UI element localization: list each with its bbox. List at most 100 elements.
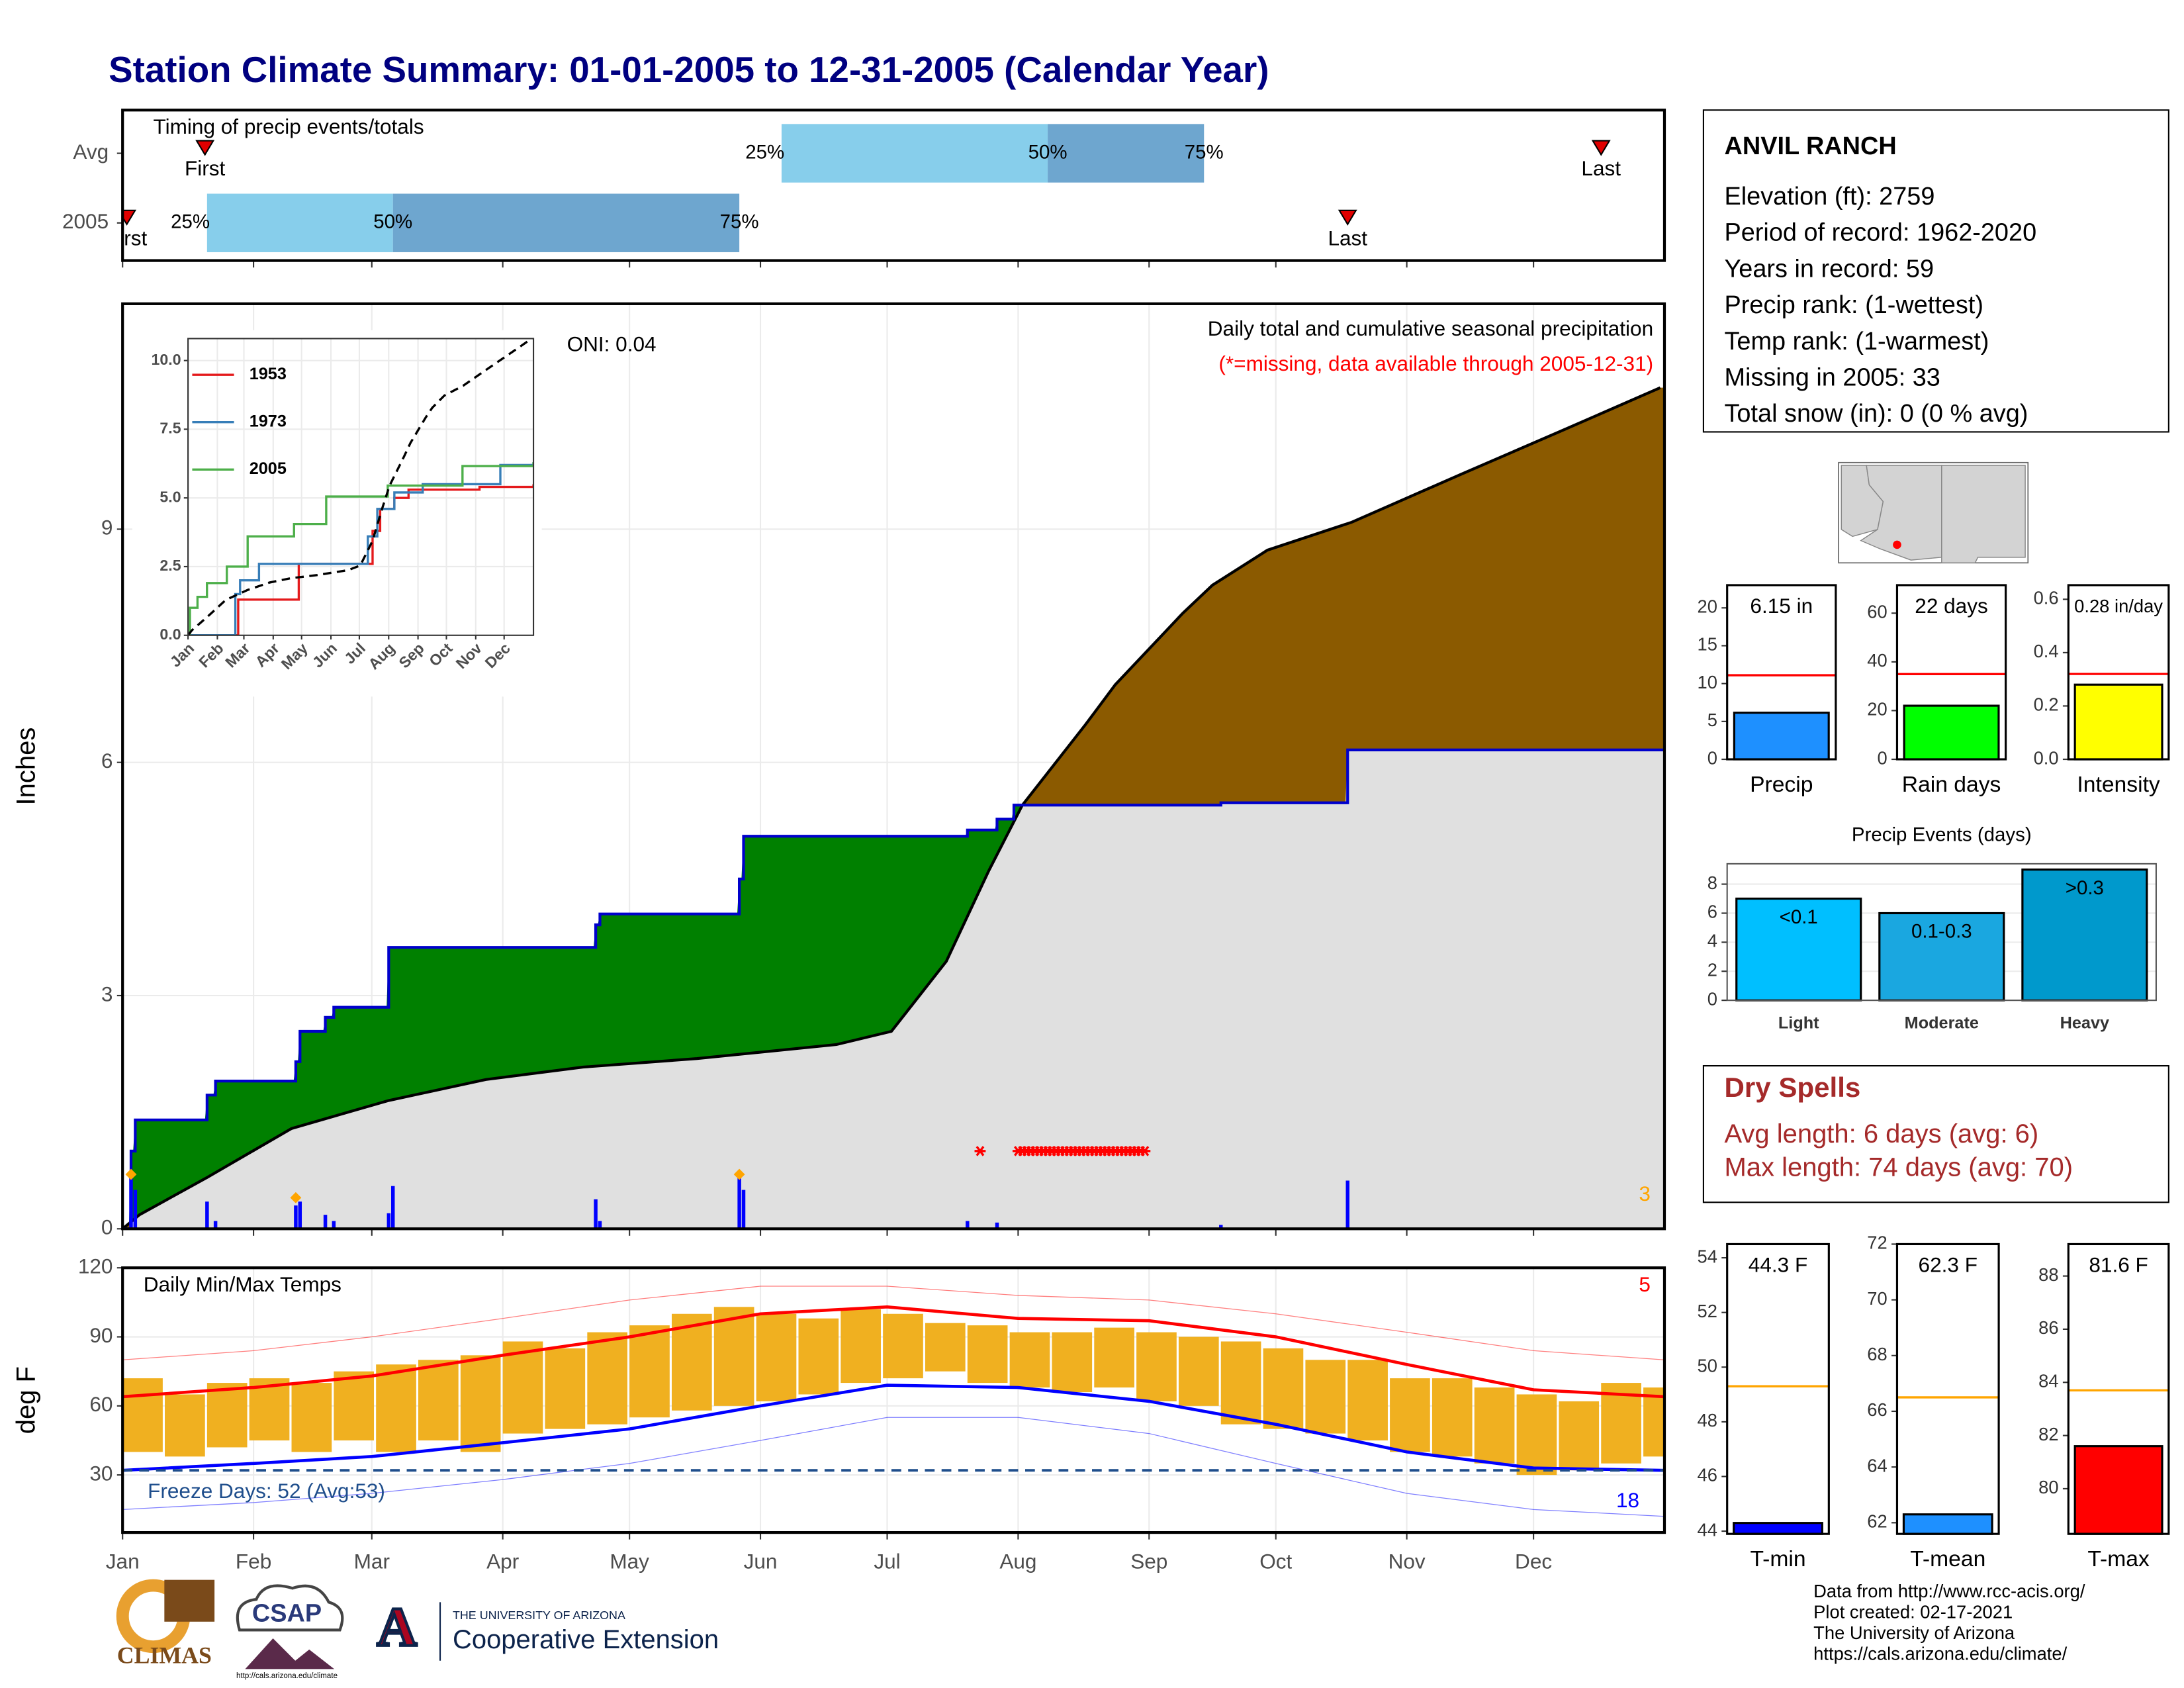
plot-frame	[2067, 1243, 2170, 1535]
station-lines: Elevation (ft): 2759 Period of record: 19…	[1724, 183, 2036, 428]
bar	[1735, 897, 1862, 1002]
value-label: 22 days	[1915, 594, 1988, 618]
category-label: T-max	[2087, 1547, 2150, 1571]
y-tick-label: 88	[2038, 1264, 2058, 1285]
temp-range-bar	[1390, 1378, 1430, 1452]
plot-background	[1727, 1244, 1829, 1534]
y-tick-label: 5.0	[159, 488, 181, 505]
y-tick-label: 82	[2038, 1424, 2058, 1444]
record-min-line	[122, 1417, 1664, 1517]
x-tick-label: Dec	[1515, 1550, 1552, 1573]
daily-bar	[598, 1221, 602, 1229]
category-label: T-mean	[1910, 1547, 1985, 1571]
station-box	[1702, 109, 2169, 433]
temp-range-bar	[460, 1355, 501, 1452]
temp-range-bar	[1178, 1336, 1219, 1406]
plot-frame	[1726, 1243, 1830, 1535]
y-tick-label: 80	[2038, 1477, 2058, 1497]
legend-label: 1953	[250, 365, 287, 383]
daily-bar	[332, 1221, 336, 1229]
footer-line: https://cals.arizona.edu/climate/	[1813, 1644, 2067, 1664]
y-tick-label: 120	[78, 1254, 113, 1278]
ua-name: THE UNIVERSITY OF ARIZONA	[453, 1609, 625, 1622]
y-tick-label: 60	[89, 1392, 113, 1416]
temp-range-bar	[334, 1371, 375, 1441]
fills	[122, 386, 1664, 1229]
panel-title: Daily total and cumulative seasonal prec…	[1208, 316, 1653, 340]
temp-range-bar	[165, 1394, 205, 1457]
y-tick-label: 7.5	[159, 420, 181, 437]
y-tick-label: 66	[1867, 1399, 1887, 1420]
station-name: ANVIL RANCH	[1724, 132, 1896, 160]
quartile-band	[781, 124, 1048, 183]
y-tick-label: 0	[1878, 747, 1888, 768]
daily-bar	[294, 1205, 298, 1229]
cumulative-line	[122, 748, 1664, 1229]
temp-range-bar	[1220, 1341, 1261, 1425]
missing-marker	[974, 1146, 986, 1156]
temp-range-bar	[1516, 1394, 1557, 1476]
category-label: Precip	[1750, 773, 1813, 797]
panel-title: Timing of precip events/totals	[154, 115, 424, 138]
y-tick-label: 8	[1707, 872, 1717, 893]
temp-range-bar	[967, 1325, 1008, 1383]
legend-label: 1973	[250, 412, 287, 430]
y-tick-label: 6	[1707, 902, 1717, 922]
ua-logo-mark: A	[377, 1597, 417, 1658]
dry-spells-title: Dry Spells	[1724, 1072, 1860, 1103]
temp-range-bar	[1559, 1401, 1600, 1471]
temp-range-bar	[671, 1313, 712, 1411]
range-label: 0.1-0.3	[1911, 921, 1972, 943]
x-tick-label: Apr	[486, 1550, 519, 1573]
daily-bar	[966, 1221, 970, 1229]
csap-cloud	[236, 1584, 344, 1632]
y-tick-label: 0	[1707, 988, 1717, 1009]
temp-range-bar	[1263, 1348, 1304, 1429]
quartile-label: 75%	[1185, 141, 1224, 163]
map-region	[1941, 465, 2026, 564]
highlight-marker	[733, 1168, 745, 1180]
station-line: Elevation (ft): 2759	[1724, 183, 1934, 211]
row-label: 2005	[62, 209, 109, 233]
bar	[2073, 683, 2163, 761]
category-label: Heavy	[2060, 1014, 2109, 1033]
plot-frame	[1726, 584, 1837, 761]
event-marker	[1338, 209, 1357, 226]
quartile-band	[1048, 124, 1205, 183]
quartile-band	[392, 193, 740, 252]
daily-bar	[995, 1222, 999, 1229]
station-dot	[1893, 540, 1901, 549]
category-label: Intensity	[2077, 773, 2160, 797]
station-line: Total snow (in): 0 (0 % avg)	[1724, 400, 2028, 428]
category-label: Light	[1778, 1014, 1819, 1033]
temp-range-bar	[841, 1309, 881, 1383]
y-tick-label: 4	[1707, 931, 1717, 951]
temp-range-bar	[1094, 1327, 1134, 1388]
y-tick-label: 0	[1707, 747, 1717, 768]
temp-range-bar	[925, 1323, 966, 1372]
temp-marks	[122, 1286, 1664, 1517]
y-tick-label: 40	[1867, 650, 1887, 671]
y-tick-label: 0.0	[159, 626, 181, 643]
temp-range-bar	[1305, 1360, 1346, 1434]
page-title: Station Climate Summary: 01-01-2005 to 1…	[109, 49, 1269, 90]
plot-frame	[187, 338, 535, 636]
average-line	[122, 386, 1661, 1229]
missing-marker	[1139, 1146, 1151, 1156]
plot-frame	[121, 109, 1666, 262]
bar	[2073, 1445, 2163, 1535]
y-tick-label: 2.5	[159, 557, 181, 574]
record-max-line	[122, 1286, 1664, 1360]
x-tick-label: Aug	[999, 1550, 1036, 1573]
row-label: Avg	[73, 140, 109, 164]
station-line: Years in record: 59	[1724, 255, 1934, 283]
category-label: Moderate	[1905, 1014, 1979, 1033]
locator-map	[1838, 461, 2029, 564]
quartile-label: 25%	[171, 211, 210, 233]
csap-logo: CSAP	[252, 1599, 322, 1627]
daily-bar	[323, 1215, 328, 1229]
y-tick-label: 84	[2038, 1370, 2058, 1391]
min-count: 18	[1616, 1488, 1639, 1512]
dry-spells-box	[1702, 1064, 2169, 1203]
